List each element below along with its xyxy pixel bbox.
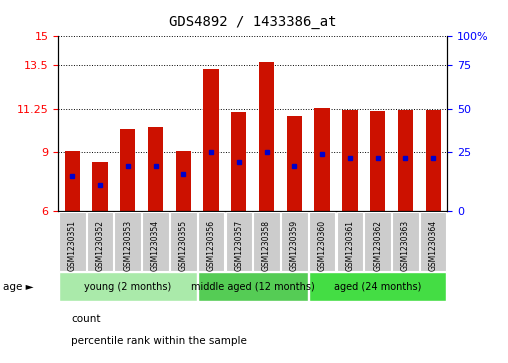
FancyBboxPatch shape [364,212,391,271]
Text: middle aged (12 months): middle aged (12 months) [191,282,314,292]
Bar [314,108,330,211]
FancyBboxPatch shape [253,212,280,271]
Bar [65,151,80,211]
Bar [398,110,413,211]
Text: GSM1230351: GSM1230351 [68,220,77,271]
Text: count: count [71,314,101,325]
Text: aged (24 months): aged (24 months) [334,282,421,292]
Text: GSM1230353: GSM1230353 [123,220,132,271]
FancyBboxPatch shape [309,212,335,271]
FancyBboxPatch shape [198,272,308,301]
Text: GSM1230363: GSM1230363 [401,220,410,271]
Text: GDS4892 / 1433386_at: GDS4892 / 1433386_at [169,15,336,29]
Bar [92,162,108,211]
Bar [259,62,274,211]
Bar [176,151,191,211]
Text: GSM1230359: GSM1230359 [290,220,299,271]
Text: GSM1230354: GSM1230354 [151,220,160,271]
FancyBboxPatch shape [420,212,447,271]
FancyBboxPatch shape [309,272,447,301]
Text: GSM1230362: GSM1230362 [373,220,382,271]
FancyBboxPatch shape [281,212,308,271]
Text: GSM1230357: GSM1230357 [234,220,243,271]
FancyBboxPatch shape [170,212,197,271]
Bar [231,112,246,211]
Text: GSM1230358: GSM1230358 [262,220,271,271]
Bar [120,129,136,211]
Bar [426,110,441,211]
Text: GSM1230364: GSM1230364 [429,220,438,271]
Text: young (2 months): young (2 months) [84,282,171,292]
FancyBboxPatch shape [198,212,225,271]
Bar [148,127,163,211]
Bar [204,69,219,211]
FancyBboxPatch shape [142,212,169,271]
FancyBboxPatch shape [392,212,419,271]
FancyBboxPatch shape [87,212,113,271]
Text: percentile rank within the sample: percentile rank within the sample [71,336,247,346]
Bar [342,110,358,211]
Text: GSM1230352: GSM1230352 [96,220,105,271]
FancyBboxPatch shape [59,272,197,301]
Bar [370,111,385,211]
Text: GSM1230360: GSM1230360 [318,220,327,271]
Text: GSM1230355: GSM1230355 [179,220,188,271]
Bar [287,116,302,211]
FancyBboxPatch shape [337,212,363,271]
Text: GSM1230356: GSM1230356 [207,220,215,271]
Text: age ►: age ► [3,282,33,292]
FancyBboxPatch shape [226,212,252,271]
FancyBboxPatch shape [59,212,86,271]
FancyBboxPatch shape [114,212,141,271]
Text: GSM1230361: GSM1230361 [345,220,355,271]
